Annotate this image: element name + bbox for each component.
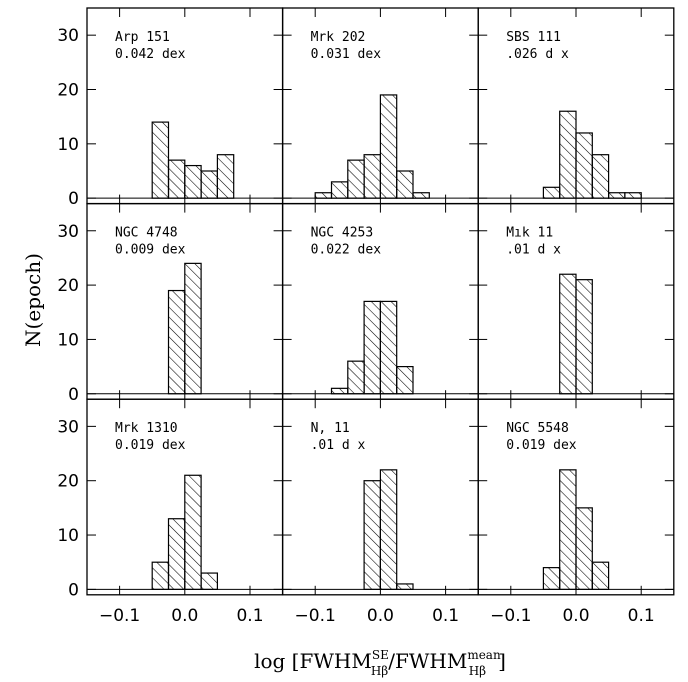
bar bbox=[167, 518, 186, 590]
bar bbox=[575, 279, 593, 395]
bar bbox=[559, 273, 577, 395]
x-label-part: log [FWHM bbox=[254, 649, 372, 673]
panel-subtitle: 0.009 dex bbox=[115, 243, 186, 258]
x-tick-label: 0.1 bbox=[432, 606, 459, 626]
y-axis-label: N(epoch) bbox=[21, 253, 45, 347]
panel-title: NGC 5548 bbox=[506, 421, 569, 436]
y-tick-label: 30 bbox=[57, 222, 79, 242]
x-label-sup: mean bbox=[467, 648, 501, 662]
panel-title: NGC 4748 bbox=[115, 226, 178, 241]
panel-title: SBS 111 bbox=[506, 30, 561, 45]
bar bbox=[184, 164, 202, 199]
panel-title: Mrk 1310 bbox=[115, 421, 178, 436]
panel-subtitle: 0.022 dex bbox=[311, 243, 382, 258]
bar bbox=[314, 192, 333, 199]
panel-subtitle: 0.042 dex bbox=[115, 47, 186, 62]
x-label-sub: Hβ bbox=[469, 664, 486, 678]
bar bbox=[542, 186, 561, 199]
y-tick-label: 0 bbox=[68, 580, 79, 600]
x-tick-label: −0.1 bbox=[99, 606, 140, 626]
bar bbox=[151, 121, 170, 199]
panel-subtitle: .026 d x bbox=[506, 47, 569, 62]
bar bbox=[167, 289, 186, 395]
panel-subtitle: 0.019 dex bbox=[115, 438, 186, 453]
y-tick-label: 30 bbox=[57, 26, 79, 46]
bar bbox=[591, 561, 610, 590]
x-axis-label: log [FWHMSE Hβ/FWHMmean Hβ] bbox=[254, 648, 506, 678]
bar bbox=[330, 181, 349, 199]
bar bbox=[624, 192, 642, 199]
panel-subtitle: 0.031 dex bbox=[311, 47, 382, 62]
y-tick-label: 30 bbox=[57, 417, 79, 437]
y-tick-label: 0 bbox=[68, 385, 79, 405]
panel-title: NGC 4253 bbox=[311, 226, 374, 241]
x-label-part: ] bbox=[498, 649, 506, 673]
bar bbox=[591, 154, 610, 199]
bar bbox=[151, 561, 170, 590]
bar bbox=[379, 300, 398, 395]
x-tick-label: 0.1 bbox=[236, 606, 263, 626]
bar bbox=[330, 387, 349, 395]
bar bbox=[396, 366, 414, 395]
bar bbox=[542, 567, 561, 590]
x-tick-label: −0.1 bbox=[490, 606, 531, 626]
bar bbox=[412, 192, 430, 199]
y-tick-label: 10 bbox=[57, 135, 79, 155]
bar bbox=[363, 154, 382, 199]
bar bbox=[184, 474, 202, 590]
bar bbox=[347, 159, 365, 199]
bar bbox=[559, 469, 577, 590]
x-tick-label: 0.0 bbox=[171, 606, 198, 626]
bar bbox=[396, 170, 414, 199]
panel-subtitle: 0.019 dex bbox=[506, 438, 577, 453]
bar bbox=[200, 572, 219, 590]
bar bbox=[167, 159, 186, 199]
panel-subtitle: .01 d x bbox=[506, 243, 561, 258]
x-label-sup: SE bbox=[372, 648, 389, 662]
panel-title: Mrk 202 bbox=[311, 30, 366, 45]
bar bbox=[184, 262, 202, 395]
panel-subtitle: .01 d x bbox=[311, 438, 366, 453]
x-label-sub: Hβ bbox=[371, 664, 388, 678]
x-tick-label: 0.1 bbox=[628, 606, 655, 626]
panel-title: Arp 151 bbox=[115, 30, 170, 45]
x-tick-label: −0.1 bbox=[295, 606, 336, 626]
bar bbox=[363, 480, 382, 590]
y-tick-label: 20 bbox=[57, 276, 79, 296]
bar bbox=[575, 132, 593, 199]
panel-title: Mık 11 bbox=[506, 226, 553, 241]
y-tick-label: 0 bbox=[68, 189, 79, 209]
bar bbox=[347, 360, 365, 395]
x-tick-label: 0.0 bbox=[562, 606, 589, 626]
bar bbox=[607, 192, 626, 199]
bar bbox=[363, 300, 382, 395]
panel-title: N, 11 bbox=[311, 421, 350, 436]
y-tick-label: 20 bbox=[57, 472, 79, 492]
y-tick-label: 20 bbox=[57, 81, 79, 101]
bar bbox=[216, 154, 235, 199]
y-tick-label: 10 bbox=[57, 526, 79, 546]
x-label-part: /FWHM bbox=[388, 649, 467, 673]
bar bbox=[559, 110, 577, 199]
bar bbox=[396, 583, 414, 590]
bar bbox=[379, 469, 398, 590]
bar bbox=[200, 170, 219, 199]
bar bbox=[575, 507, 593, 590]
bar bbox=[379, 94, 398, 199]
y-tick-label: 10 bbox=[57, 330, 79, 350]
x-tick-label: 0.0 bbox=[367, 606, 394, 626]
